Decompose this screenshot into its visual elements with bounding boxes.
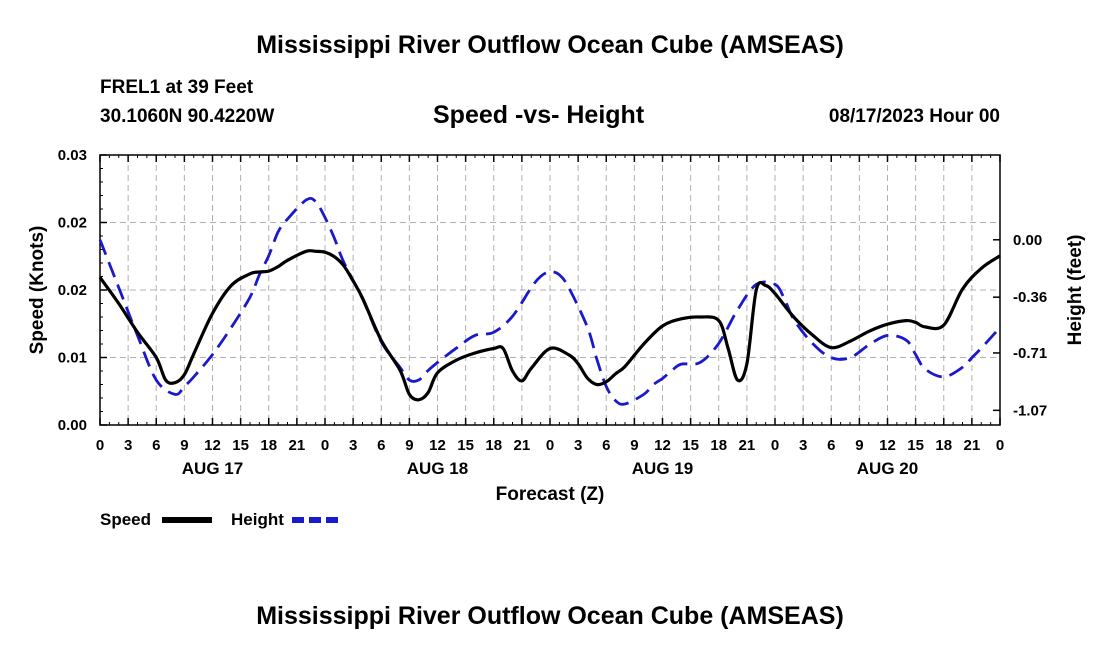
x-tick-label: 6: [602, 437, 610, 454]
x-tick-label: 0: [771, 437, 779, 454]
x-tick-label: 12: [204, 437, 221, 454]
legend: Speed Height: [100, 510, 342, 529]
left-tick-label: 0.02: [58, 282, 87, 299]
x-tick-label: 15: [907, 437, 924, 454]
page-title-top: Mississippi River Outflow Ocean Cube (AM…: [256, 31, 844, 59]
x-tick-label: 0: [96, 437, 104, 454]
x-tick-label: 15: [232, 437, 249, 454]
x-tick-label: 12: [879, 437, 896, 454]
x-tick-label: 0: [321, 437, 329, 454]
date-label: AUG 17: [182, 459, 243, 478]
date-label: AUG 18: [407, 459, 468, 478]
right-tick-label: 0.00: [1013, 232, 1042, 249]
x-axis-label: Forecast (Z): [496, 484, 605, 505]
legend-speed-label: Speed: [100, 510, 151, 529]
x-tick-label: 18: [935, 437, 952, 454]
left-tick-label: 0.03: [58, 147, 87, 164]
x-tick-label: 9: [630, 437, 638, 454]
x-tick-label: 6: [827, 437, 835, 454]
x-tick-label: 18: [260, 437, 277, 454]
x-tick-label: 9: [855, 437, 863, 454]
x-tick-label: 9: [405, 437, 413, 454]
right-tick-label: -0.71: [1013, 345, 1047, 362]
x-tick-label: 12: [654, 437, 671, 454]
chart-title: Speed -vs- Height: [433, 101, 645, 129]
x-tick-label: 21: [289, 437, 306, 454]
station-coords: 30.1060N 90.4220W: [100, 106, 275, 127]
left-tick-label: 0.02: [58, 215, 87, 232]
x-tick-label: 21: [739, 437, 756, 454]
left-axis-label: Speed (Knots): [27, 226, 48, 355]
forecast-datetime: 08/17/2023 Hour 00: [828, 106, 1000, 127]
legend-height-label: Height: [231, 510, 284, 529]
x-tick-label: 0: [996, 437, 1004, 454]
x-tick-label: 6: [377, 437, 385, 454]
x-tick-label: 3: [574, 437, 582, 454]
x-tick-label: 0: [546, 437, 554, 454]
x-tick-label: 21: [514, 437, 531, 454]
height-series-line: [98, 197, 1002, 406]
x-tick-label: 3: [349, 437, 357, 454]
date-label: AUG 19: [632, 459, 693, 478]
x-tick-label: 6: [152, 437, 160, 454]
left-tick-label: 0.01: [58, 350, 87, 367]
x-tick-label: 21: [964, 437, 981, 454]
station-label: FREL1 at 39 Feet: [100, 77, 254, 98]
axis-tick-labels: 0 3 6 9 12 15 18 21 0 3 6 9 12 15 18 21 0 3 6 9 12 15 18 21 0 3 6 9…: [58, 147, 1047, 478]
left-tick-label: 0.00: [58, 417, 87, 434]
x-tick-label: 18: [485, 437, 502, 454]
x-tick-label: 12: [429, 437, 446, 454]
axis-ticks: [99, 154, 1001, 426]
x-tick-label: 18: [710, 437, 727, 454]
x-tick-label: 15: [682, 437, 699, 454]
date-label: AUG 20: [857, 459, 918, 478]
page-title-bottom: Mississippi River Outflow Ocean Cube (AM…: [256, 602, 844, 630]
right-tick-label: -0.36: [1013, 289, 1047, 306]
right-axis-label: Height (feet): [1065, 235, 1086, 346]
grid: [100, 155, 1000, 425]
x-tick-label: 9: [180, 437, 188, 454]
speed-series-line: [98, 249, 1001, 402]
x-tick-label: 3: [124, 437, 132, 454]
x-tick-label: 3: [799, 437, 807, 454]
right-tick-label: -1.07: [1013, 402, 1047, 419]
x-tick-label: 15: [457, 437, 474, 454]
series-lines: [98, 197, 1002, 406]
